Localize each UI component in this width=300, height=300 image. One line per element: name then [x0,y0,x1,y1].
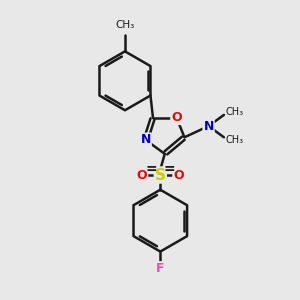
Text: CH₃: CH₃ [115,20,135,30]
Text: O: O [137,169,147,182]
Text: N: N [140,134,151,146]
Text: O: O [173,169,184,182]
Text: =: = [146,161,157,176]
Text: F: F [156,262,165,275]
Text: CH₃: CH₃ [225,135,244,145]
Text: O: O [171,111,182,124]
Text: =: = [164,161,175,176]
Text: CH₃: CH₃ [225,107,244,117]
Text: S: S [155,167,166,182]
Text: N: N [203,120,214,133]
